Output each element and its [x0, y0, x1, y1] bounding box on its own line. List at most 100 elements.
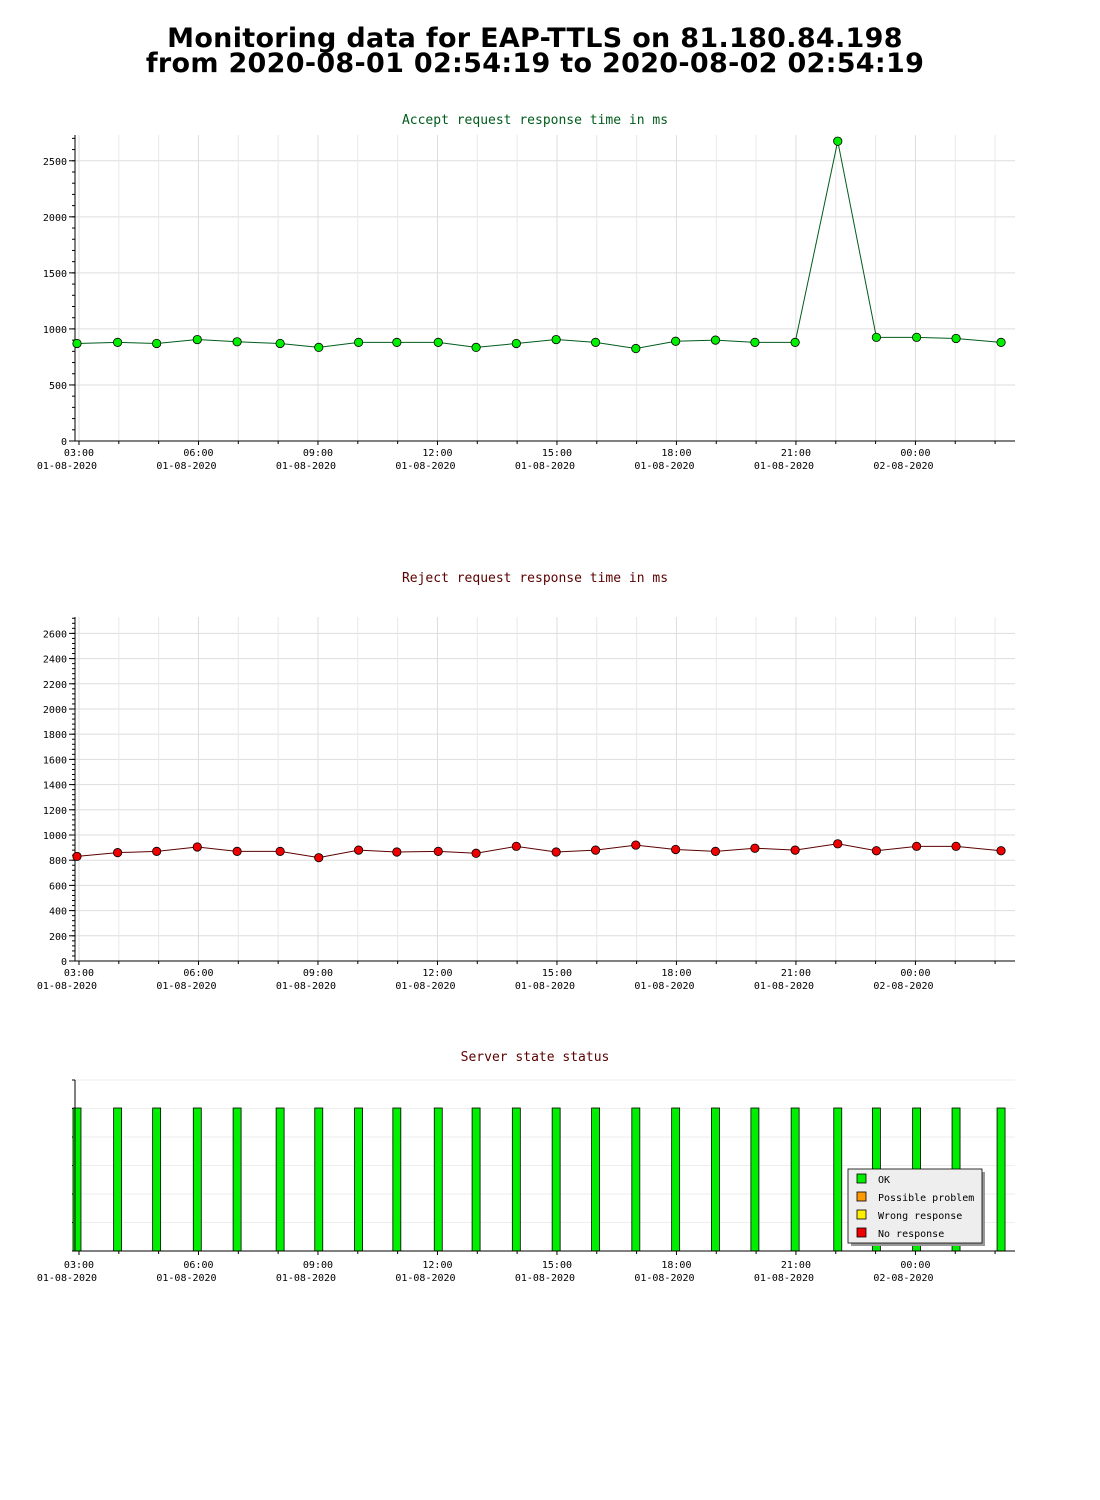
series-line — [76, 141, 1002, 350]
y-tick-label: 2500 — [43, 157, 67, 168]
data-point — [951, 841, 961, 851]
status-bar — [671, 1107, 681, 1252]
data-point — [996, 337, 1006, 347]
x-tick-label-date: 01-08-2020 — [37, 461, 97, 472]
x-tick-label-date: 01-08-2020 — [276, 461, 336, 472]
x-tick-label-time: 12:00 — [422, 448, 452, 459]
data-point — [113, 337, 123, 347]
data-point — [232, 846, 242, 856]
x-tick-label-time: 06:00 — [183, 968, 213, 979]
status-bar — [354, 1107, 363, 1252]
x-tick-label-time: 06:00 — [183, 1260, 213, 1271]
status-bar — [275, 1107, 285, 1252]
data-point — [232, 337, 242, 347]
x-tick-label-date: 01-08-2020 — [515, 1273, 575, 1284]
x-tick-label-time: 15:00 — [542, 448, 572, 459]
x-tick-label-time: 09:00 — [303, 448, 333, 459]
status-bar — [152, 1107, 162, 1252]
x-tick-label-date: 01-08-2020 — [276, 981, 336, 992]
y-tick-label: 2200 — [43, 680, 67, 691]
reject-chart-title: Reject request response time in ms — [401, 571, 669, 586]
data-point — [392, 337, 402, 347]
x-tick-label-time: 21:00 — [781, 968, 811, 979]
data-point — [912, 332, 922, 342]
x-tick-label-date: 01-08-2020 — [754, 461, 814, 472]
legend-swatch — [856, 1227, 867, 1238]
x-tick-label-date: 01-08-2020 — [37, 1273, 97, 1284]
y-tick-label: 1200 — [43, 806, 67, 817]
reject-response-chart: 0 200 400 600 800 1000 1200 1400 1600 1800 2000 220… — [37, 617, 1015, 992]
x-tick-label-date: 02-08-2020 — [873, 461, 933, 472]
y-tick-label: 1500 — [43, 269, 67, 280]
data-point — [314, 853, 324, 863]
legend-label: Wrong response — [878, 1211, 962, 1222]
legend-label: OK — [878, 1175, 890, 1186]
legend-label: Possible problem — [878, 1193, 974, 1204]
status-bar — [314, 1107, 324, 1252]
y-tick-label: 2000 — [43, 213, 67, 224]
x-tick-label-time: 00:00 — [900, 1260, 930, 1271]
x-tick-label-date: 01-08-2020 — [634, 981, 694, 992]
data-point — [631, 840, 641, 850]
x-tick-label-date: 01-08-2020 — [156, 981, 216, 992]
data-point — [871, 332, 881, 342]
status-bar — [72, 1107, 82, 1252]
x-tick-label-date: 01-08-2020 — [37, 981, 97, 992]
data-point — [192, 334, 202, 345]
accept-response-chart: 0 500 1000 1500 2000 2500 03:00 01-08-2020 06:00… — [37, 135, 1015, 472]
x-tick-label-time: 18:00 — [661, 1260, 691, 1271]
data-point — [790, 845, 800, 855]
data-point — [275, 846, 285, 856]
x-tick-label-time: 03:00 — [64, 968, 94, 979]
y-tick-label: 0 — [61, 957, 67, 968]
y-tick-label: 2000 — [43, 705, 67, 716]
data-point — [871, 846, 881, 856]
x-tick-label-date: 01-08-2020 — [634, 1273, 694, 1284]
status-bar — [551, 1107, 561, 1252]
y-tick-label: 2600 — [43, 629, 67, 640]
data-point — [590, 337, 601, 347]
x-tick-label-time: 03:00 — [64, 1260, 94, 1271]
x-tick-label-date: 02-08-2020 — [873, 1273, 933, 1284]
x-tick-label-time: 09:00 — [303, 1260, 333, 1271]
x-tick-label-time: 00:00 — [900, 968, 930, 979]
status-bar — [996, 1107, 1006, 1252]
status-bar — [591, 1107, 600, 1252]
x-tick-label-date: 01-08-2020 — [276, 1273, 336, 1284]
data-point — [152, 338, 162, 349]
status-bar — [392, 1107, 402, 1252]
data-point — [433, 846, 443, 856]
x-tick-label-date: 01-08-2020 — [395, 981, 455, 992]
data-point — [671, 336, 681, 346]
x-tick-label-time: 15:00 — [542, 968, 572, 979]
data-point — [551, 334, 561, 345]
data-point — [471, 848, 481, 858]
legend-swatch — [856, 1173, 867, 1184]
status-bar — [711, 1107, 720, 1252]
y-tick-label: 0 — [61, 437, 67, 448]
accept-chart-title: Accept request response time in ms — [401, 113, 669, 128]
x-tick-label-date: 01-08-2020 — [515, 981, 575, 992]
data-point — [951, 333, 961, 344]
x-tick-label-date: 01-08-2020 — [754, 981, 814, 992]
status-bar — [511, 1107, 521, 1252]
x-tick-label-time: 12:00 — [422, 1260, 452, 1271]
data-point — [790, 337, 800, 347]
x-tick-label-date: 02-08-2020 — [873, 981, 933, 992]
legend-swatch — [856, 1191, 867, 1202]
data-point — [912, 841, 922, 851]
y-tick-label: 1400 — [43, 781, 67, 792]
data-point — [671, 844, 681, 855]
data-point — [750, 843, 760, 853]
status-chart-title: Server state status — [460, 1050, 610, 1065]
status-bar — [192, 1107, 202, 1252]
x-tick-label-time: 03:00 — [64, 448, 94, 459]
data-point — [833, 839, 843, 849]
data-point — [710, 335, 721, 345]
data-point — [750, 337, 760, 347]
x-tick-label-time: 12:00 — [422, 968, 452, 979]
data-point — [275, 338, 285, 349]
series-line — [76, 843, 1002, 859]
data-point — [590, 845, 601, 855]
status-bar — [631, 1107, 641, 1252]
